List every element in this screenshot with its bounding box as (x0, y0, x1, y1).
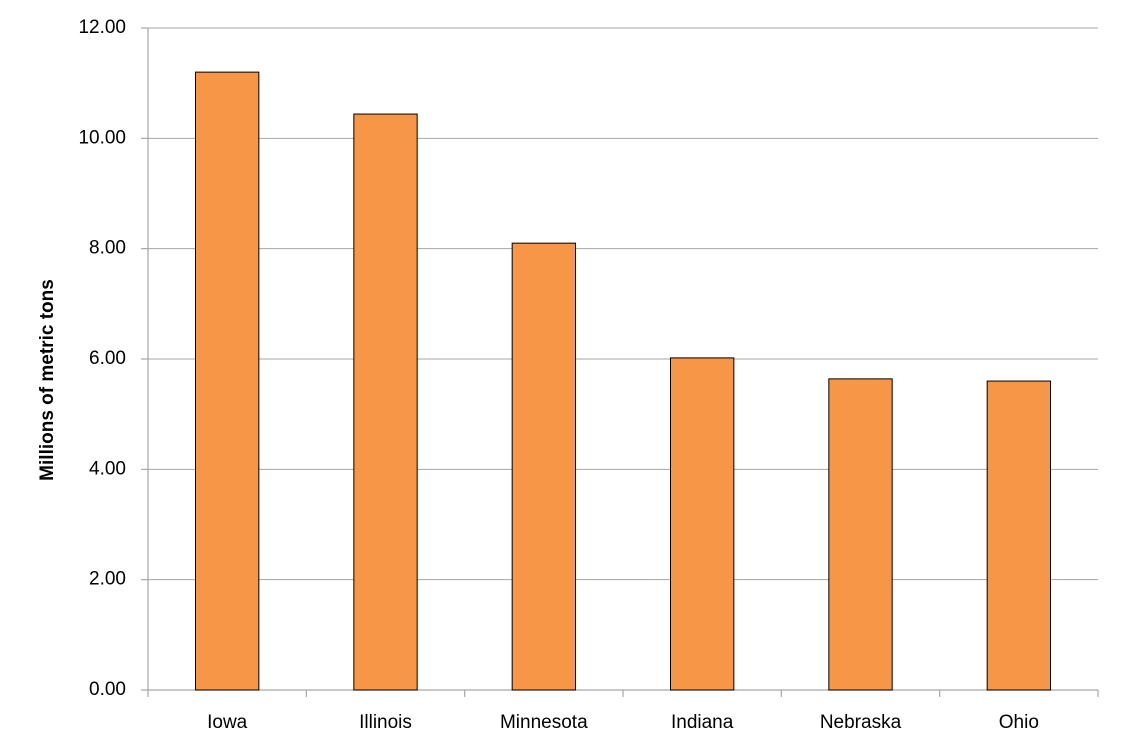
bar (353, 113, 418, 691)
x-tick-label: Nebraska (820, 712, 902, 733)
y-tick-label: 8.00 (89, 238, 126, 259)
x-tick-label: Iowa (207, 712, 248, 733)
x-tick-label: Illinois (359, 712, 412, 733)
y-tick-label: 6.00 (89, 348, 126, 369)
y-tick-label: 2.00 (89, 569, 126, 590)
y-tick-label: 0.00 (89, 679, 126, 700)
bar (986, 380, 1052, 691)
bar (670, 357, 735, 691)
y-tick-label: 12.00 (78, 17, 126, 38)
bar (828, 378, 893, 691)
x-tick-label: Ohio (999, 712, 1039, 733)
bar (195, 71, 260, 691)
y-tick-label: 4.00 (89, 458, 126, 479)
bar (511, 242, 577, 691)
y-axis-title: Millions of metric tons (37, 279, 58, 481)
x-tick-label: Indiana (671, 712, 734, 733)
x-tick-label: Minnesota (500, 712, 588, 733)
y-tick-label: 10.00 (78, 127, 126, 148)
